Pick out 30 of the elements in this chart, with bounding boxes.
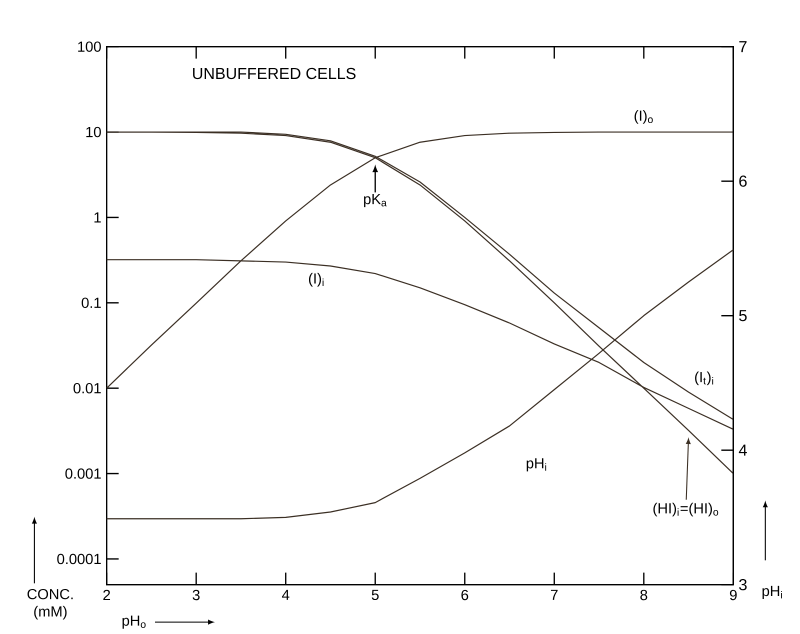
text: pH$_{i}$ bbox=[526, 458, 546, 472]
y2-axis-title: pH$_{i}$ bbox=[762, 586, 782, 600]
y-tick-label: 1 bbox=[94, 212, 101, 222]
series-label: (I$_{t}$)$_{i}$ bbox=[695, 372, 714, 386]
y2-tick-label: 5 bbox=[739, 310, 747, 322]
y-tick-label: 0.1 bbox=[82, 298, 101, 308]
y-tick-label: 0.001 bbox=[65, 468, 101, 479]
annotation: pK$_{a}$ bbox=[364, 194, 387, 208]
x-tick-label: 9 bbox=[730, 590, 737, 600]
y-tick-label: 0.0001 bbox=[57, 554, 101, 564]
y2-tick-label: 6 bbox=[739, 175, 747, 187]
x-tick-label: 5 bbox=[372, 590, 379, 600]
y-tick-label: 100 bbox=[78, 41, 101, 52]
text: (HI)$_{i}$=(HI)$_{o}$ bbox=[653, 502, 718, 516]
y-tick-label: 10 bbox=[86, 126, 101, 138]
series-label: (I)$_{i}$ bbox=[308, 272, 324, 287]
y2-tick-label: 4 bbox=[738, 444, 747, 456]
y-axis-title: CONC. (mM) bbox=[28, 588, 73, 620]
series-label: (I)$_{o}$ bbox=[634, 110, 653, 124]
y2-tick-label: 7 bbox=[739, 41, 747, 52]
x-tick-label: 6 bbox=[461, 590, 468, 600]
x-tick-label: 2 bbox=[103, 590, 110, 600]
y-tick-label: 0.01 bbox=[74, 383, 101, 394]
x-tick-label: 8 bbox=[640, 590, 648, 600]
x-tick-label: 3 bbox=[192, 590, 200, 600]
x-tick-label: 7 bbox=[550, 590, 558, 600]
x-tick-label: 4 bbox=[282, 590, 290, 600]
x-axis-title: pH$_{o}$ bbox=[122, 616, 146, 629]
y2-tick-label: 3 bbox=[739, 578, 747, 590]
text: UNBUFFERED CELLS bbox=[193, 68, 356, 80]
